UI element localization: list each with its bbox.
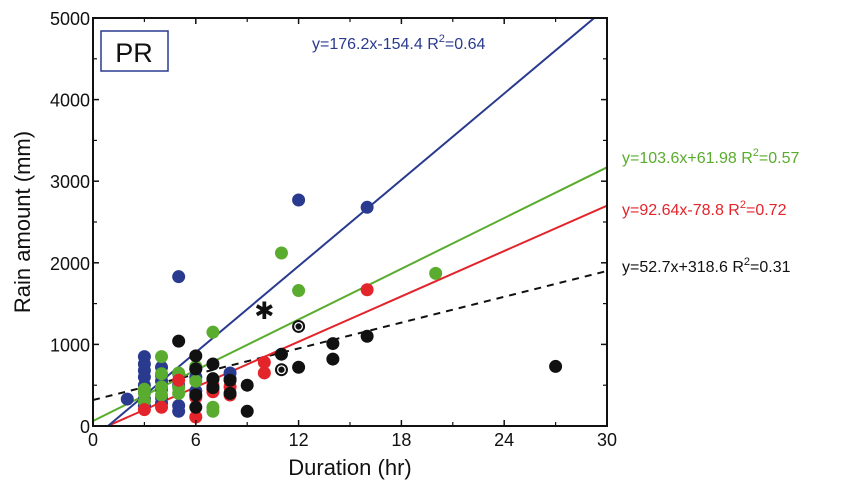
equation-text: y=52.7x+318.6 R xyxy=(622,259,744,276)
black-data-point xyxy=(206,372,220,386)
black-data-point xyxy=(360,329,374,343)
equation-text: y=103.6x+61.98 R xyxy=(622,150,753,167)
green-data-point xyxy=(155,388,169,402)
green-data-point xyxy=(155,350,169,364)
panel-label: PR xyxy=(115,38,153,68)
blue-data-point xyxy=(172,270,186,284)
black-data-point xyxy=(189,388,203,402)
black-data-point xyxy=(206,357,220,371)
superscript-2: 2 xyxy=(439,33,445,45)
red-data-point xyxy=(360,283,374,297)
superscript-2: 2 xyxy=(744,256,750,268)
red-data-point xyxy=(155,400,169,414)
equation-text: y=176.2x-154.4 R xyxy=(312,36,439,53)
black-data-point xyxy=(223,386,237,400)
blue-fit-equation: y=176.2x-154.4 R2=0.64 xyxy=(312,33,485,53)
x-tick-label: 0 xyxy=(88,430,98,450)
black-data-point xyxy=(326,352,340,366)
green-fit-line xyxy=(93,166,607,422)
x-tick-label: 12 xyxy=(289,430,309,450)
y-tick-label: 2000 xyxy=(50,254,90,274)
black-data-point xyxy=(189,400,203,414)
r-squared-value: =0.72 xyxy=(746,202,787,219)
black-fit-equation: y=52.7x+318.6 R2=0.31 xyxy=(622,256,791,276)
black-data-point xyxy=(326,337,340,351)
black-ringed-point-ring xyxy=(294,321,304,331)
r-squared-value: =0.64 xyxy=(445,36,486,53)
black-data-point xyxy=(274,347,288,361)
green-fit-equation: y=103.6x+61.98 R2=0.57 xyxy=(622,147,799,167)
blue-data-point xyxy=(292,193,306,207)
black-data-point xyxy=(189,362,203,376)
r-squared-value: =0.31 xyxy=(750,259,791,276)
black-data-point xyxy=(223,373,237,387)
black-ringed-point xyxy=(274,363,288,377)
black-ringed-point xyxy=(292,319,306,333)
black-data-point xyxy=(549,359,563,373)
black-data-point xyxy=(292,360,306,374)
blue-fit-line xyxy=(107,18,596,426)
red-data-point xyxy=(137,403,151,417)
green-data-point xyxy=(292,284,306,298)
y-tick-label: 1000 xyxy=(50,335,90,355)
x-tick-label: 24 xyxy=(494,430,514,450)
blue-data-point xyxy=(120,392,134,406)
axis-ticks: 0 6 12 18 24 30 0 1000 2000 3000 4000 5000 xyxy=(50,9,617,450)
y-axis-label: Rain amount (mm) xyxy=(10,131,35,313)
red-data-point xyxy=(257,355,271,369)
fit-equations: y=176.2x-154.4 R2=0.64y=103.6x+61.98 R2=… xyxy=(312,33,799,276)
superscript-2: 2 xyxy=(753,147,759,159)
x-tick-label: 30 xyxy=(597,430,617,450)
black-data-point xyxy=(172,334,186,348)
y-tick-label: 3000 xyxy=(50,172,90,192)
green-data-point xyxy=(206,325,220,339)
green-data-point xyxy=(155,367,169,381)
data-points: ✱ xyxy=(120,193,563,424)
black-data-point xyxy=(240,404,254,418)
red-data-point xyxy=(189,410,203,424)
equation-text: y=92.64x-78.8 R xyxy=(622,202,740,219)
star-marker: ✱ xyxy=(254,297,274,325)
y-tick-label: 4000 xyxy=(50,91,90,111)
red-data-point xyxy=(172,373,186,387)
x-tick-label: 18 xyxy=(391,430,411,450)
r-squared-value: =0.57 xyxy=(759,150,800,167)
black-data-point xyxy=(189,349,203,363)
blue-data-point xyxy=(172,404,186,418)
y-tick-label: 5000 xyxy=(50,9,90,29)
black-ringed-point-ring xyxy=(277,365,286,375)
fit-lines xyxy=(93,18,607,426)
x-axis-label: Duration (hr) xyxy=(288,455,411,480)
black-data-point xyxy=(240,378,254,392)
superscript-2: 2 xyxy=(740,199,746,211)
green-data-point xyxy=(429,266,443,280)
black-data-point xyxy=(206,381,220,395)
black-fit-line xyxy=(93,270,607,401)
blue-data-point xyxy=(360,200,374,214)
red-fit-equation: y=92.64x-78.8 R2=0.72 xyxy=(622,199,787,219)
green-data-point xyxy=(172,386,186,400)
x-tick-label: 6 xyxy=(191,430,201,450)
green-data-point xyxy=(189,374,203,388)
panel-label-box xyxy=(100,30,169,72)
y-tick-label: 0 xyxy=(80,417,90,437)
green-data-point xyxy=(274,246,288,260)
green-data-point xyxy=(206,404,220,418)
red-data-point xyxy=(257,366,271,380)
